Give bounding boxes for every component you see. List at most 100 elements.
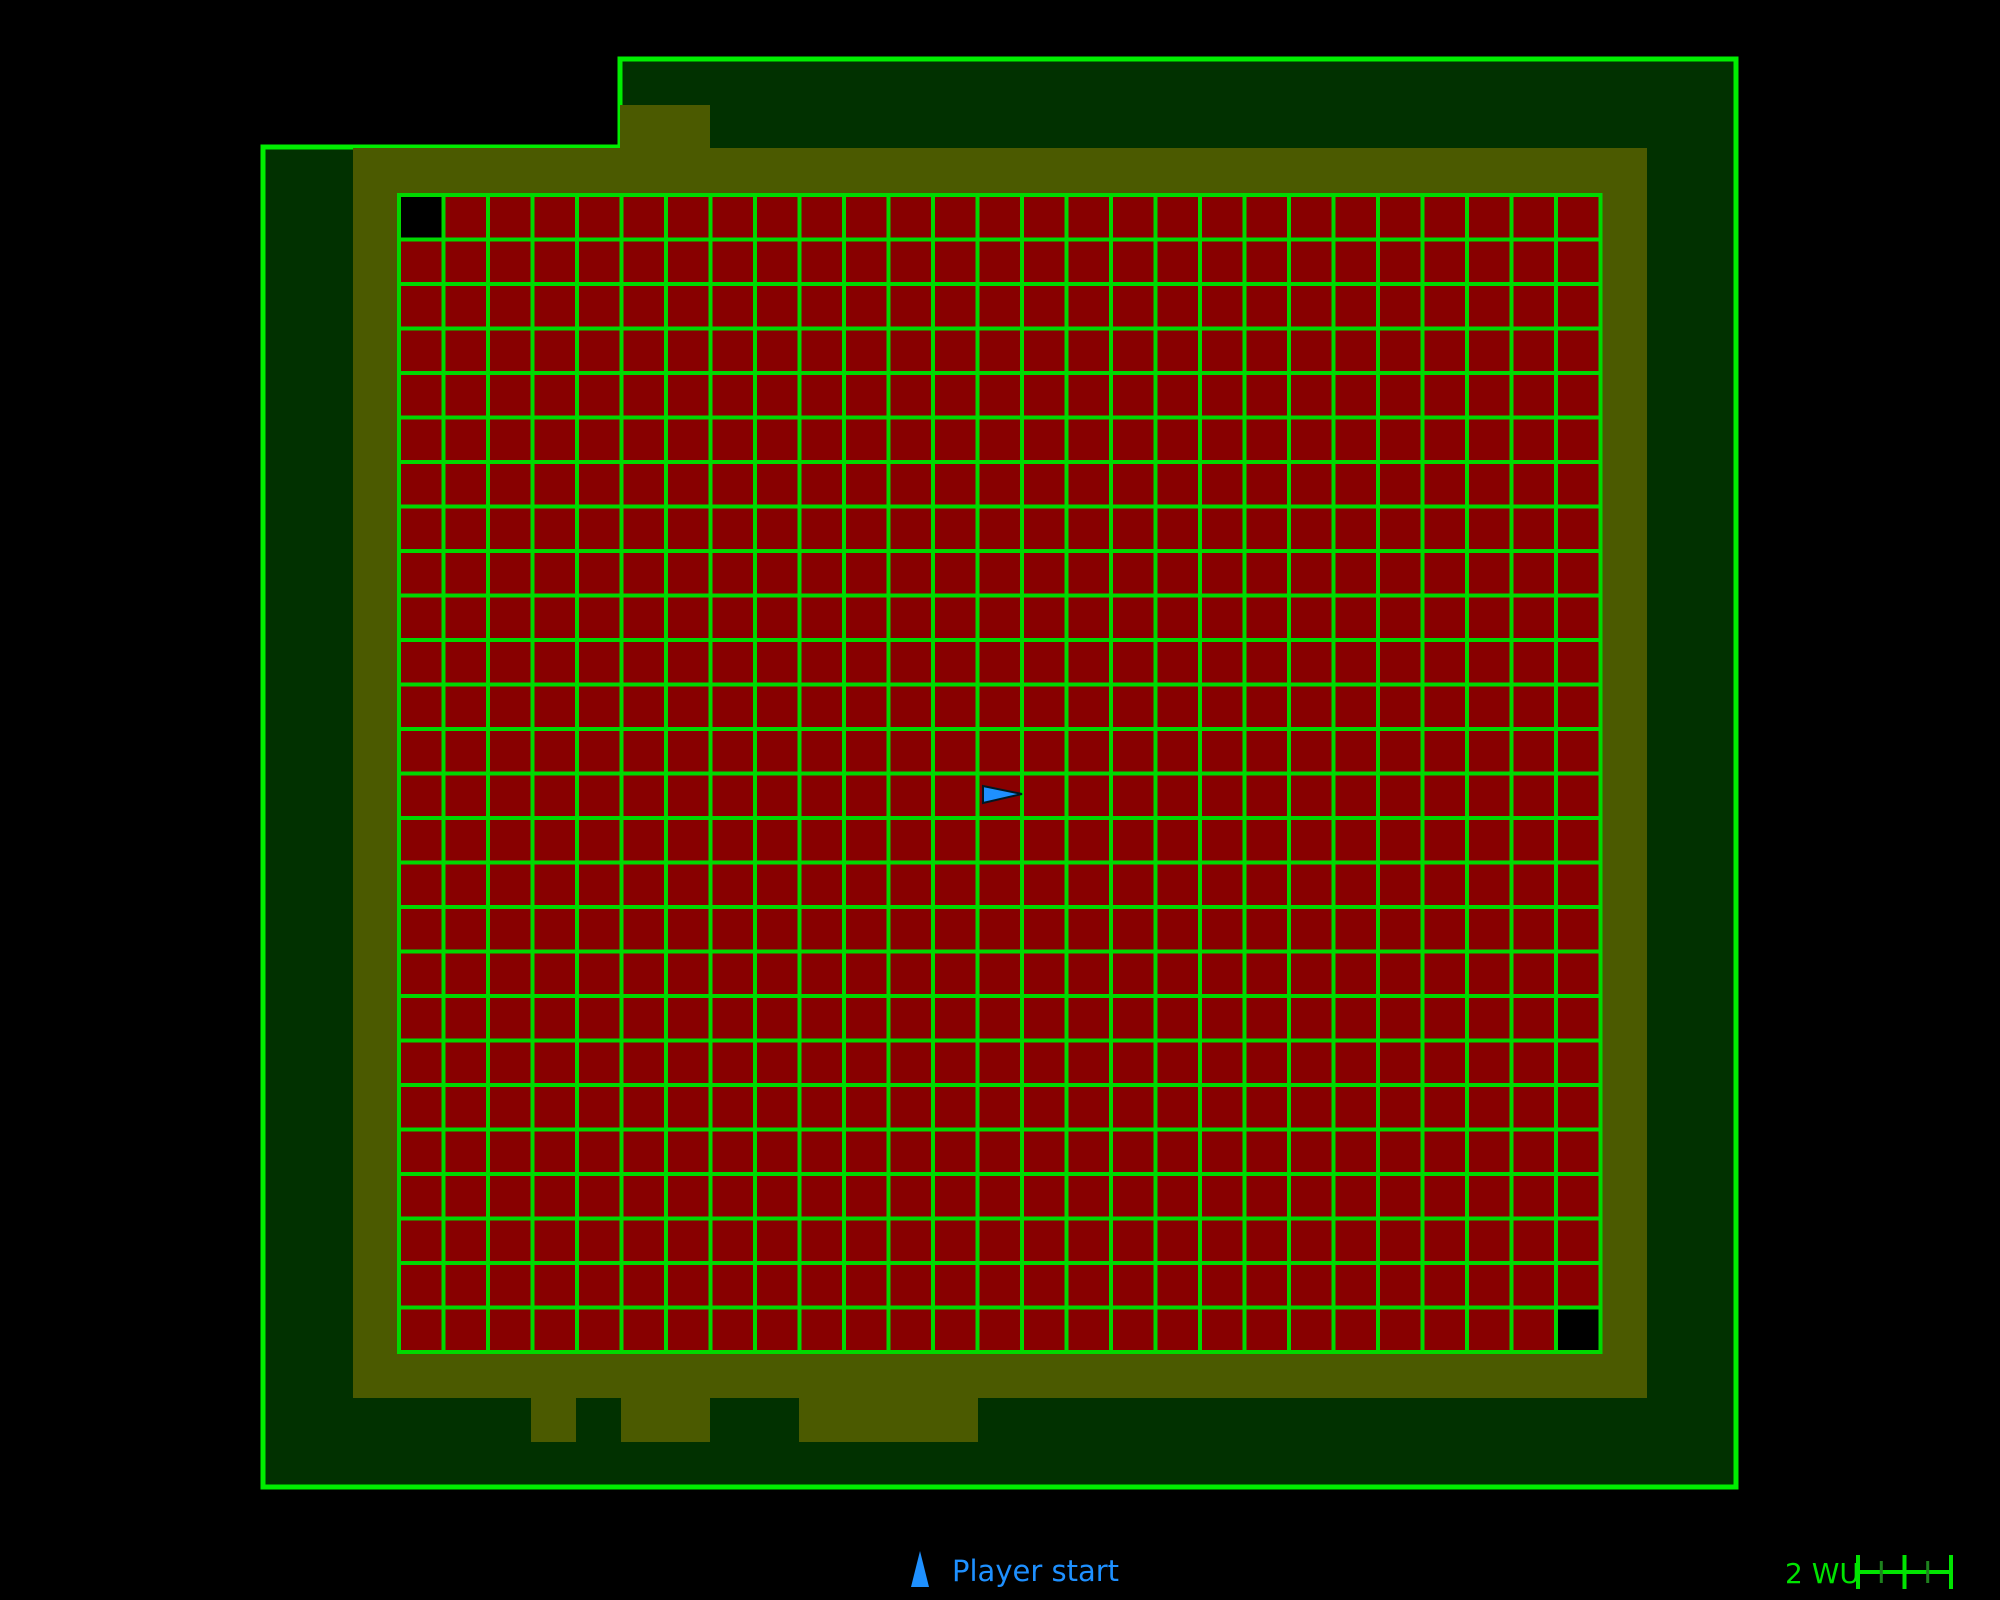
- grid-cell: [1513, 241, 1554, 282]
- grid-cell: [712, 553, 753, 594]
- grid-cell: [1202, 1265, 1243, 1306]
- grid-cell: [445, 1176, 486, 1217]
- grid-cell: [1202, 820, 1243, 861]
- grid-cell: [935, 241, 976, 282]
- grid-cell: [1157, 1176, 1198, 1217]
- grid-cell: [1558, 953, 1599, 994]
- grid-cell: [890, 731, 931, 772]
- grid-cell: [534, 1265, 575, 1306]
- grid-cell: [1024, 1309, 1065, 1350]
- grid-cell: [1246, 953, 1287, 994]
- grid-cell: [401, 508, 442, 549]
- grid-cell: [1291, 731, 1332, 772]
- grid-cell: [1513, 775, 1554, 816]
- grid-cell: [1202, 197, 1243, 238]
- grid-cell: [1068, 1176, 1109, 1217]
- grid-cell: [1469, 1220, 1510, 1261]
- grid-cell: [757, 508, 798, 549]
- grid-cell: [1113, 1176, 1154, 1217]
- grid-cell: [623, 953, 664, 994]
- grid-cell: [1291, 775, 1332, 816]
- grid-cell: [623, 597, 664, 638]
- grid-cell: [801, 909, 842, 950]
- grid-cell: [1513, 1220, 1554, 1261]
- grid-cell: [1469, 375, 1510, 416]
- grid-cell: [846, 241, 887, 282]
- grid-cell: [1246, 375, 1287, 416]
- grid-cell: [579, 464, 620, 505]
- grid-cell: [490, 1042, 531, 1083]
- scale-label: 2 WU: [1785, 1557, 1860, 1590]
- grid-cell: [1068, 1042, 1109, 1083]
- grid-cell: [890, 1131, 931, 1172]
- grid-cell: [1469, 464, 1510, 505]
- grid-cell: [1513, 686, 1554, 727]
- grid-cell: [846, 286, 887, 327]
- grid-cell: [1291, 1087, 1332, 1128]
- grid-cell: [579, 820, 620, 861]
- grid-cell: [534, 508, 575, 549]
- grid-cell: [846, 464, 887, 505]
- grid-cell: [579, 553, 620, 594]
- grid-cell: [1024, 1265, 1065, 1306]
- grid-cell: [1202, 419, 1243, 460]
- grid-cell: [801, 1220, 842, 1261]
- grid-cell: [712, 419, 753, 460]
- grid-cell: [1424, 419, 1465, 460]
- grid-cell: [1380, 909, 1421, 950]
- grid-cell: [757, 286, 798, 327]
- grid-cell: [1291, 953, 1332, 994]
- grid-cell: [1246, 775, 1287, 816]
- grid-cell: [1380, 642, 1421, 683]
- grid-cell: [401, 1309, 442, 1350]
- grid-cell: [668, 464, 709, 505]
- grid-cell: [1246, 330, 1287, 371]
- grid-cell: [1380, 1176, 1421, 1217]
- grid-cell: [712, 375, 753, 416]
- player-start-legend-icon: [911, 1551, 929, 1587]
- grid-cell: [490, 241, 531, 282]
- grid-cell: [1291, 1042, 1332, 1083]
- grid-cell: [935, 597, 976, 638]
- grid-cell: [1558, 998, 1599, 1039]
- grid-cell: [579, 1309, 620, 1350]
- grid-cell: [401, 1220, 442, 1261]
- grid-cell: [757, 642, 798, 683]
- grid-cell: [490, 775, 531, 816]
- grid-cell: [1068, 1220, 1109, 1261]
- grid-cell: [1469, 508, 1510, 549]
- grid-cell: [1246, 1131, 1287, 1172]
- grid-cell: [1202, 864, 1243, 905]
- grid-cell: [1424, 464, 1465, 505]
- grid-cell: [401, 864, 442, 905]
- grid-cell: [490, 597, 531, 638]
- grid-cell: [1024, 286, 1065, 327]
- grid-cell: [1024, 1131, 1065, 1172]
- grid-cell: [1380, 1265, 1421, 1306]
- grid-cell: [979, 909, 1020, 950]
- grid-cell: [1024, 419, 1065, 460]
- grid-cell: [490, 197, 531, 238]
- grid-cell: [401, 1265, 442, 1306]
- grid-cell: [757, 597, 798, 638]
- grid-cell: [1513, 864, 1554, 905]
- grid-cell: [1157, 909, 1198, 950]
- grid-cell: [757, 464, 798, 505]
- grid-cell: [846, 597, 887, 638]
- grid-cell: [1558, 1265, 1599, 1306]
- grid-cell: [890, 775, 931, 816]
- grid-cell: [1558, 597, 1599, 638]
- grid-cell: [534, 1042, 575, 1083]
- grid-cell: [445, 197, 486, 238]
- grid-cell: [1202, 464, 1243, 505]
- grid-cell: [445, 998, 486, 1039]
- grid-cell: [979, 1087, 1020, 1128]
- grid-cell: [1291, 375, 1332, 416]
- grid-cell: [1513, 731, 1554, 772]
- grid-cell: [445, 775, 486, 816]
- grid-cell: [1380, 197, 1421, 238]
- floor-sector: [620, 105, 710, 149]
- grid-cell: [712, 464, 753, 505]
- grid-cell: [1113, 775, 1154, 816]
